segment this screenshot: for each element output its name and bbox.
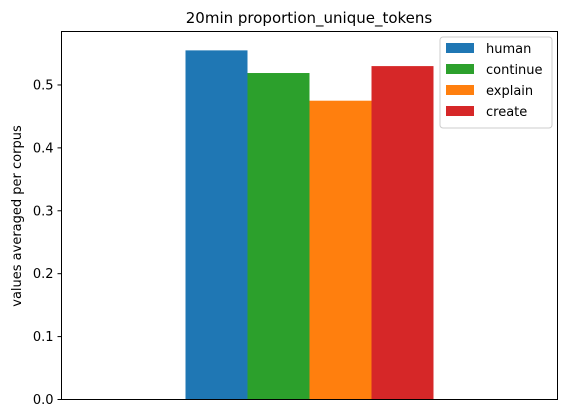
bar-explain [309, 100, 372, 400]
legend-box [439, 36, 553, 129]
y-tick-label: 0.0 [33, 393, 54, 408]
y-tick-label: 0.2 [33, 267, 54, 282]
y-tick-label: 0.3 [33, 204, 54, 219]
chart-title: 20min proportion_unique_tokens [186, 9, 433, 28]
bars-group [185, 50, 434, 400]
y-axis-label: values averaged per corpus [10, 125, 25, 307]
legend-label-human: human [486, 42, 531, 57]
y-tick-label: 0.4 [33, 141, 54, 156]
legend-label-create: create [486, 105, 527, 120]
bar-continue [247, 73, 310, 400]
y-tick-label: 0.1 [33, 330, 54, 345]
legend: human continue explain create [439, 36, 553, 129]
legend-swatch-human [446, 43, 474, 53]
y-tick-label: 0.5 [33, 78, 54, 93]
plot-frame [61, 31, 558, 400]
bar-create [371, 66, 434, 400]
legend-swatch-explain [446, 85, 474, 95]
legend-swatch-continue [446, 64, 474, 74]
bar-human [185, 50, 248, 400]
legend-label-explain: explain [486, 84, 533, 99]
legend-label-continue: continue [486, 63, 543, 78]
legend-swatch-create [446, 106, 474, 116]
y-axis: 0.0 0.1 0.2 0.3 0.4 0.5 [33, 78, 62, 408]
